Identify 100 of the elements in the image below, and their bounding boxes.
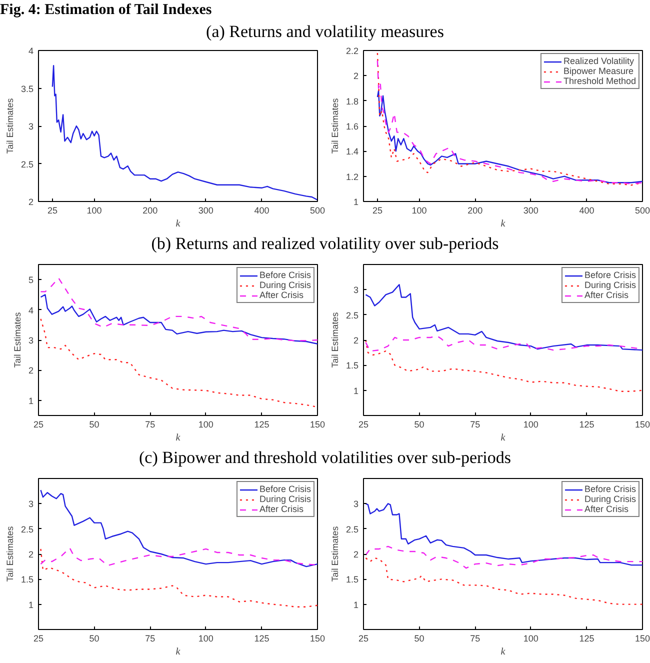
y-tick-label: 3: [28, 499, 34, 510]
x-tick-label: 25: [47, 206, 58, 216]
legend-label: Threshold Method: [563, 76, 636, 86]
legend-label: Before Crisis: [259, 270, 311, 280]
y-tick-label: 2.5: [20, 524, 34, 534]
y-tick-label: 3: [28, 122, 34, 132]
chart-title: (b) Returns and realized volatility over sub-periods: [151, 233, 499, 255]
x-tick-label: 75: [145, 634, 156, 644]
legend-label: Realized Volatility: [563, 56, 634, 66]
line-series: [376, 90, 642, 184]
x-tick-label: 125: [579, 634, 594, 644]
x-axis-title: k: [500, 218, 506, 230]
y-tick-label: 2: [353, 336, 359, 346]
legend-label: During Crisis: [259, 280, 311, 290]
x-tick-label: 150: [310, 420, 326, 430]
x-tick-label: 100: [198, 420, 214, 430]
legend-label: After Crisis: [584, 290, 628, 300]
line-series: [365, 557, 642, 605]
legend-label: After Crisis: [584, 504, 628, 514]
y-axis-title: Tail Estimates: [4, 526, 15, 582]
legend-label: During Crisis: [584, 494, 636, 504]
y-tick-label: 1.5: [346, 360, 359, 371]
x-tick-label: 150: [634, 420, 650, 430]
line-series: [365, 546, 642, 569]
y-tick-label: 2: [353, 71, 359, 82]
y-tick-label: 3: [353, 285, 359, 296]
x-axis-title: k: [176, 646, 181, 658]
line-series: [40, 318, 318, 408]
y-tick-label: 1: [353, 386, 359, 396]
chart-title: (c) Bipower and threshold volatilities over sub-periods: [138, 447, 512, 469]
y-tick-label: 1.5: [346, 574, 359, 585]
x-tick-label: 400: [579, 206, 594, 216]
line-series: [52, 65, 318, 201]
x-tick-label: 75: [470, 634, 480, 644]
legend-label: After Crisis: [259, 290, 304, 300]
legend-label: After Crisis: [259, 504, 304, 514]
y-tick-label: 2.2: [346, 46, 359, 56]
line-series: [40, 547, 318, 566]
chart-title: Fig. 4: Estimation of Tail Indexes: [0, 1, 212, 20]
legend-label: Before Crisis: [584, 484, 636, 494]
x-tick-label: 75: [470, 420, 480, 430]
x-tick-label: 50: [89, 634, 100, 644]
line-series: [40, 277, 318, 342]
x-tick-label: 200: [468, 206, 483, 216]
x-tick-label: 100: [523, 634, 538, 644]
line-series: [365, 503, 642, 566]
y-tick-label: 1.8: [346, 96, 359, 106]
x-tick-label: 150: [634, 634, 650, 644]
y-tick-label: 1.6: [346, 122, 359, 132]
y-tick-label: 3: [28, 336, 34, 346]
y-axis-title: Tail Estimates: [330, 98, 340, 154]
x-tick-label: 25: [372, 206, 382, 216]
x-tick-label: 50: [414, 634, 424, 644]
x-tick-label: 500: [634, 206, 650, 216]
x-tick-label: 50: [89, 420, 100, 430]
x-tick-label: 100: [523, 420, 538, 430]
y-tick-label: 2: [353, 550, 359, 560]
x-axis-title: k: [500, 646, 506, 658]
y-axis-title: Tail Estimates: [330, 526, 340, 582]
x-axis-title: k: [500, 432, 506, 444]
x-tick-label: 100: [86, 206, 102, 216]
y-tick-label: 5: [28, 275, 34, 286]
x-tick-label: 100: [198, 634, 214, 644]
x-tick-label: 25: [33, 634, 44, 644]
x-tick-label: 500: [310, 206, 326, 216]
y-tick-label: 3.5: [20, 84, 34, 94]
y-axis-title: Tail Estimates: [12, 312, 22, 368]
y-tick-label: 2: [28, 197, 34, 207]
y-tick-label: 1.4: [346, 146, 359, 157]
x-tick-label: 25: [358, 420, 369, 430]
legend-label: During Crisis: [584, 280, 636, 290]
x-tick-label: 150: [310, 634, 326, 644]
y-tick-label: 1.2: [346, 172, 359, 182]
x-tick-label: 125: [254, 634, 270, 644]
x-tick-label: 100: [412, 206, 427, 216]
x-tick-label: 25: [358, 634, 369, 644]
y-tick-label: 2.5: [346, 310, 359, 320]
legend-label: Bipower Measure: [563, 66, 634, 76]
x-tick-label: 300: [523, 206, 538, 216]
x-tick-label: 25: [33, 420, 44, 430]
y-tick-label: 1.5: [20, 574, 34, 585]
x-tick-label: 300: [198, 206, 214, 216]
y-axis-title: Tail Estimates: [4, 98, 15, 154]
y-tick-label: 4: [28, 46, 34, 56]
y-tick-label: 1: [353, 600, 359, 610]
y-tick-label: 2: [28, 550, 34, 560]
line-series: [365, 339, 642, 392]
x-tick-label: 125: [254, 420, 270, 430]
legend-label: Before Crisis: [584, 270, 636, 280]
y-tick-label: 4: [28, 305, 34, 316]
x-axis-title: k: [176, 218, 181, 230]
y-tick-label: 3: [353, 499, 359, 510]
x-tick-label: 75: [145, 420, 156, 430]
x-axis-title: k: [176, 432, 181, 444]
line-series: [40, 548, 318, 608]
y-tick-label: 1: [28, 600, 34, 610]
legend-label: Before Crisis: [259, 484, 311, 494]
legend-label: During Crisis: [259, 494, 311, 504]
y-axis-title: Tail Estimates: [330, 312, 340, 368]
y-tick-label: 1: [28, 396, 34, 406]
